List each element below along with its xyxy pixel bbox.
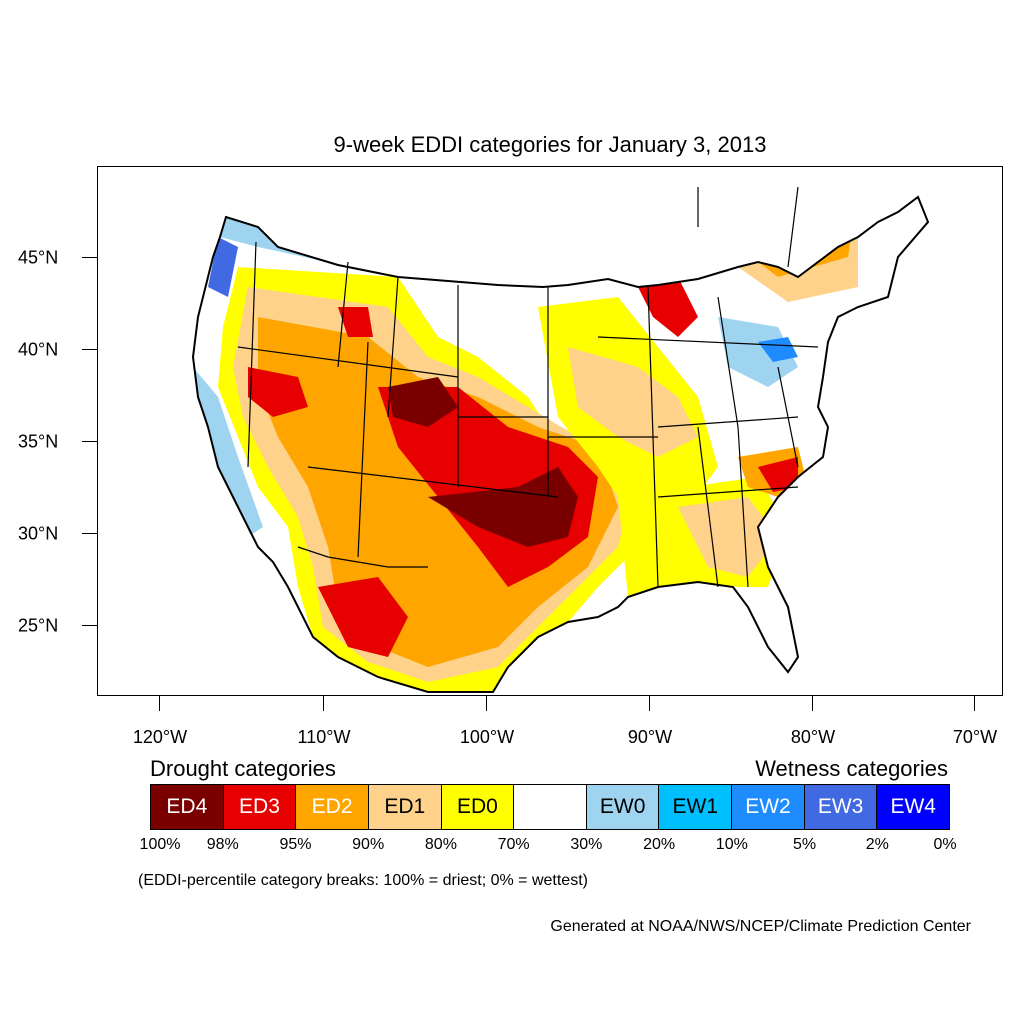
lat-label-25: 25°N [18,615,59,636]
lon-label-70: 70°W [952,727,998,747]
credit-line: Generated at NOAA/NWS/NCEP/Climate Predi… [550,918,971,935]
map-title: 9-week EDDI categories for January 3, 20… [333,132,767,157]
lon-tick [812,696,813,711]
percent-break-label: 95% [279,836,312,853]
lat-tick [82,441,97,442]
legend-swatch-ew2: EW2 [732,785,805,829]
lon-tick [649,696,650,711]
percent-break-label: 0% [933,836,957,853]
lat-tick [82,257,97,258]
percent-break-label: 10% [715,836,748,853]
lat-label-45: 45°N [18,247,59,268]
percent-break-label: 100% [139,836,181,853]
legend-swatch-neutral [514,785,587,829]
lon-label-80: 80°W [790,727,836,747]
category-breaks-note: (EDDI-percentile category breaks: 100% =… [138,872,588,889]
lat-label-40: 40°N [18,339,59,360]
lat-label-30: 30°N [18,523,59,544]
legend-swatch-ew4: EW4 [877,785,950,829]
lat-label-35: 35°N [18,431,59,452]
map-canvas [191,186,930,693]
lat-tick [82,533,97,534]
wetness-categories-title: Wetness categories [755,756,948,781]
legend-swatch-ew3: EW3 [804,785,878,829]
lat-tick [82,349,97,350]
percent-break-label: 30% [570,836,603,853]
lon-tick [323,696,324,711]
category-legend-bar: ED4 ED3 ED2 ED1 ED0 EW0 EW1 EW2 EW3 EW4 [150,784,950,830]
percent-break-label: 98% [206,836,239,853]
drought-categories-title: Drought categories [150,756,336,781]
legend-swatch-ew0: EW0 [586,785,660,829]
percent-break-label: 5% [792,836,817,853]
lon-label-120: 120°W [132,727,188,747]
eddi-map [97,166,1003,696]
lon-label-110: 110°W [297,727,351,747]
percent-break-label: 80% [424,836,457,853]
percent-break-label: 20% [643,836,676,853]
lon-tick [159,696,160,711]
percent-break-label: 90% [352,836,385,853]
legend-swatch-ew1: EW1 [659,785,733,829]
lon-label-90: 90°W [627,727,673,747]
legend-swatch-ed1: ED1 [368,785,442,829]
percent-break-label: 2% [865,836,889,853]
legend-swatch-ed3: ED3 [223,785,297,829]
lat-tick [82,625,97,626]
legend-swatch-ed4: ED4 [151,785,224,829]
lon-label-100: 100°W [459,727,515,747]
percent-break-label: 70% [497,836,530,853]
lon-tick [486,696,487,711]
lon-tick [974,696,975,711]
legend-swatch-ed0: ED0 [441,785,515,829]
legend-swatch-ed2: ED2 [296,785,369,829]
